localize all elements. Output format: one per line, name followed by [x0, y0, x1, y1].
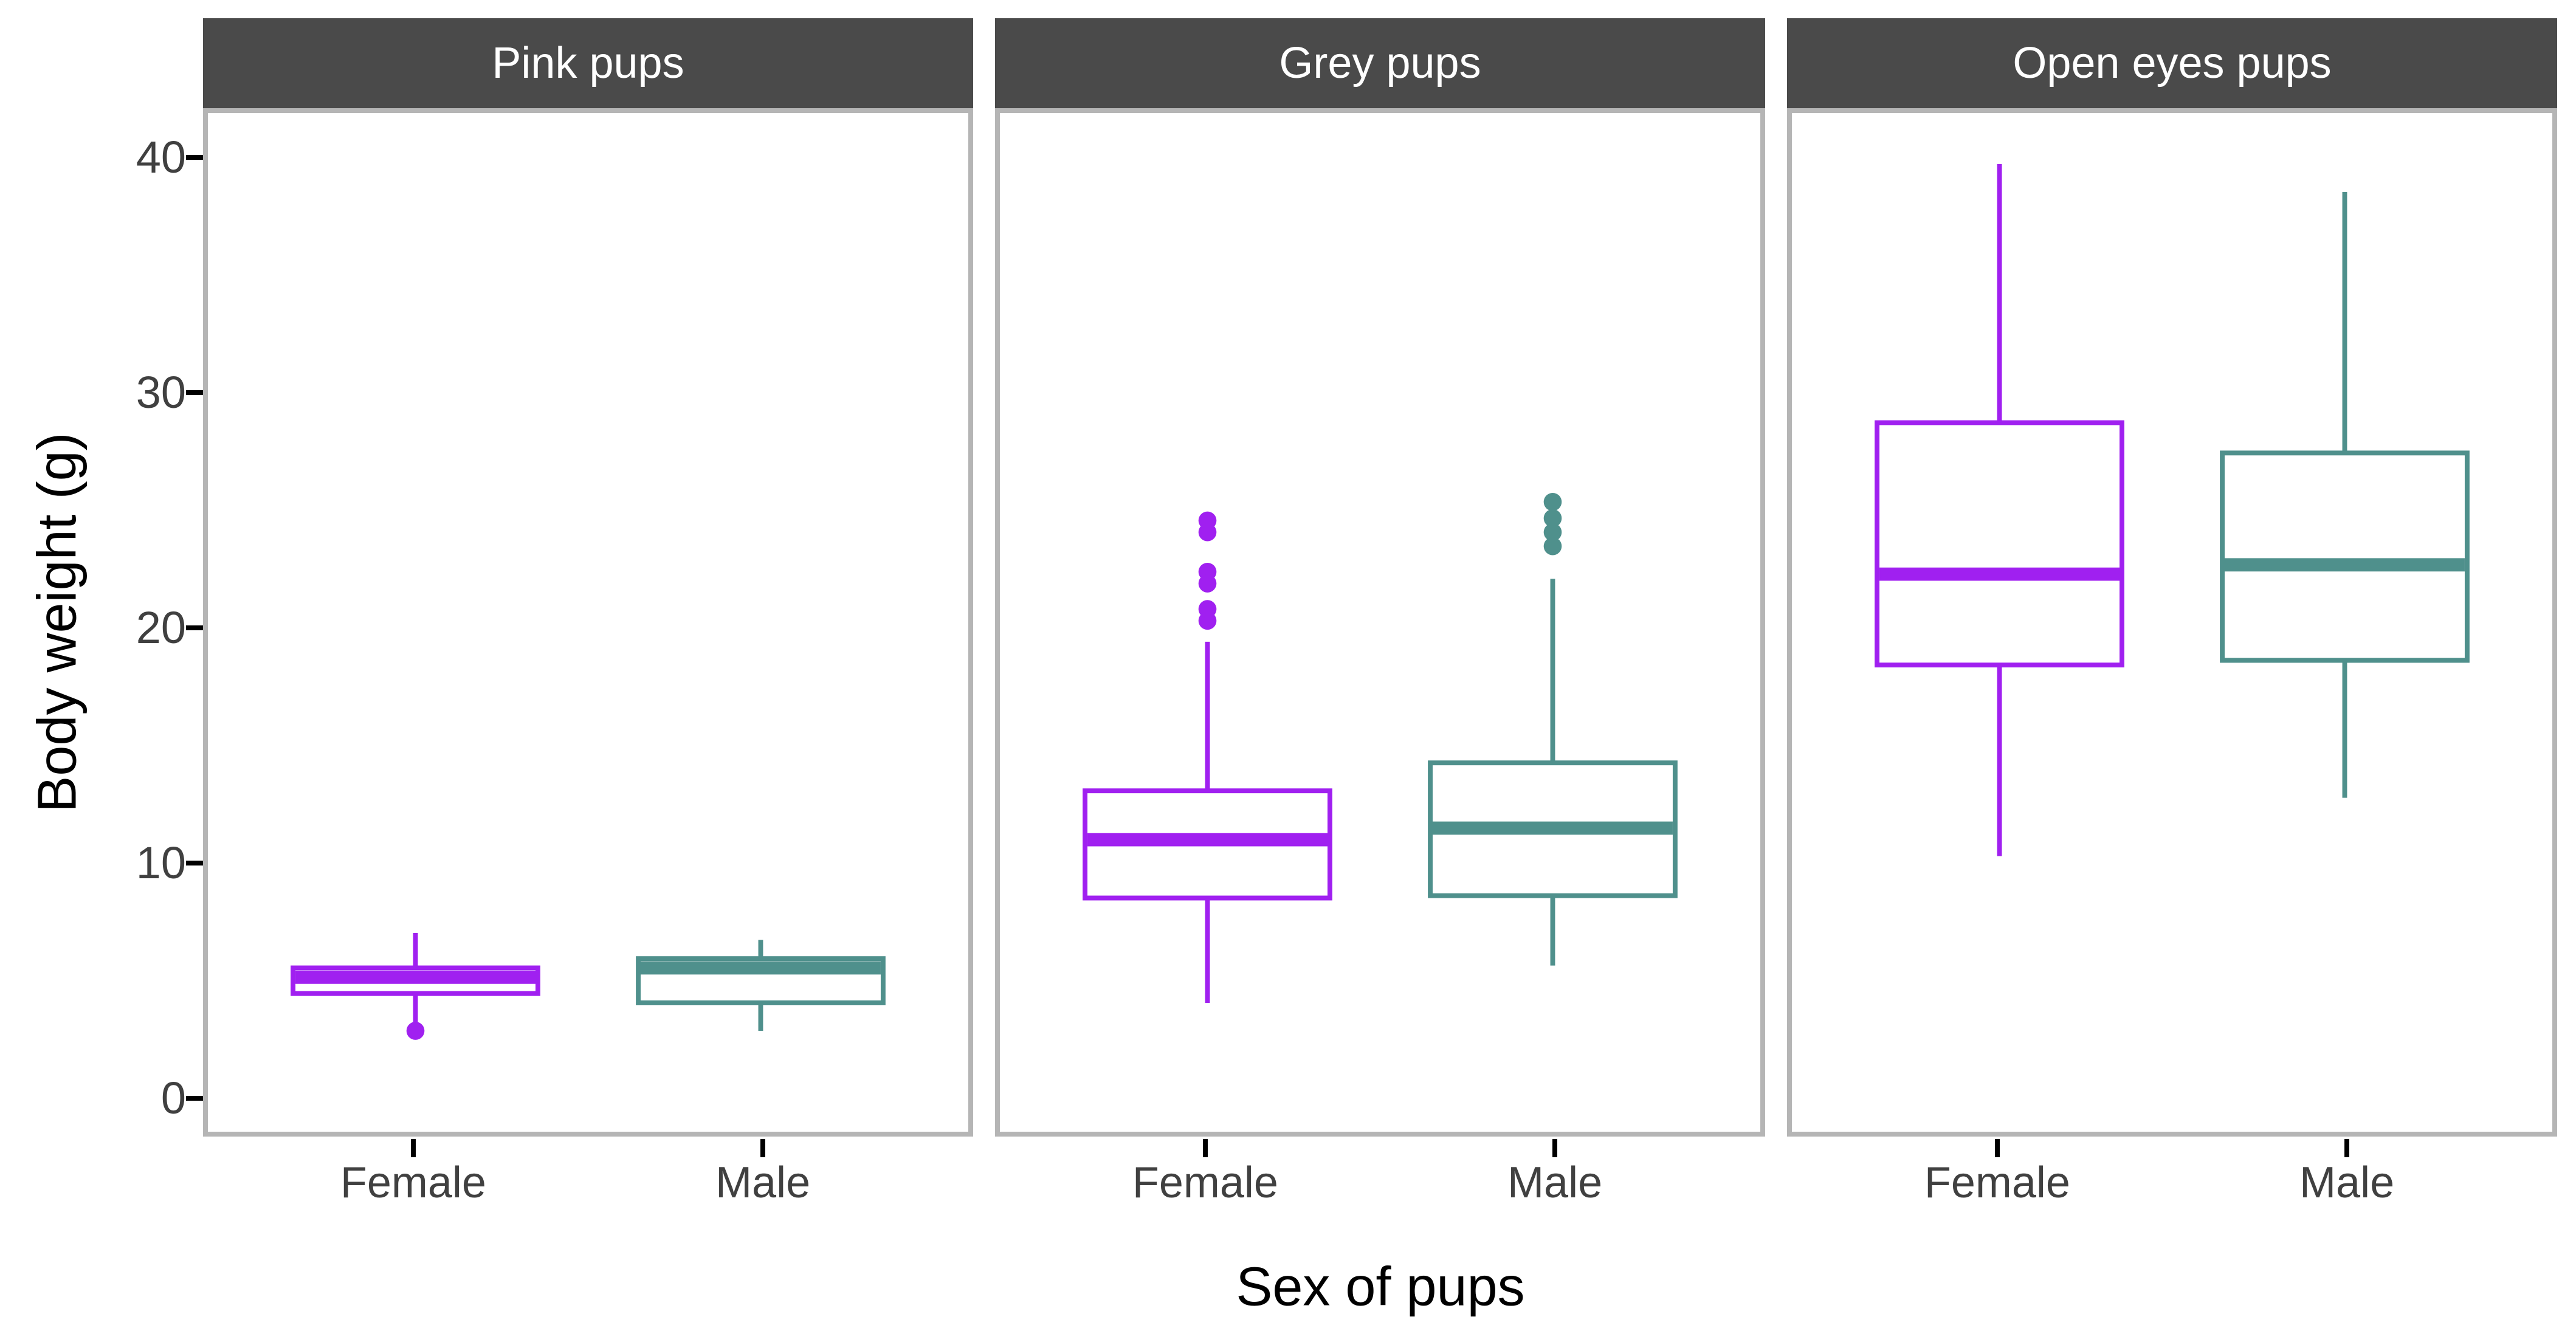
boxplot-canvas-pink-pups [291, 933, 886, 1040]
iqr-box [1875, 420, 2124, 668]
facet-panel-grey-pups: Grey pups [995, 18, 1765, 1137]
outlier-point [1198, 611, 1217, 630]
outlier-point [406, 1022, 425, 1040]
iqr-box [2220, 450, 2470, 663]
facet-strip: Pink pups [203, 18, 973, 108]
y-tick-label: 0 [160, 1072, 186, 1123]
x-tick-mark [760, 1139, 766, 1157]
y-tick-label: 10 [136, 837, 186, 888]
outlier-point [1198, 574, 1217, 593]
y-tick-mark [186, 154, 204, 160]
x-tick-mark [1994, 1139, 2000, 1157]
facet-strip: Open eyes pups [1787, 18, 2557, 108]
outlier-point [1543, 523, 1562, 542]
panel-body [995, 108, 1765, 1137]
x-category-label: Female [1924, 1158, 2070, 1207]
facet-strip-label: Open eyes pups [2013, 39, 2332, 88]
x-tick-mark [1202, 1139, 1208, 1157]
y-tick-label: 20 [136, 602, 186, 653]
x-category-label: Female [340, 1158, 486, 1207]
x-tick-mark [1552, 1139, 1558, 1157]
y-tick-mark [186, 860, 204, 865]
outlier-point [1543, 509, 1562, 528]
x-category-label: Male [715, 1158, 811, 1207]
y-tick-mark [186, 625, 204, 630]
boxplot-canvas-open-eyes-pups [1875, 163, 2470, 856]
x-category-label: Male [2299, 1158, 2395, 1207]
outlier-point [1543, 537, 1562, 556]
outlier-point [1543, 492, 1562, 511]
facet-panel-pink-pups: Pink pups [203, 18, 973, 1137]
facet-strip-label: Pink pups [492, 39, 684, 88]
x-tick-mark [410, 1139, 416, 1157]
outlier-point [1198, 523, 1217, 542]
facet-panel-open-eyes-pups: Open eyes pups [1787, 18, 2557, 1137]
x-tick-mark [2344, 1139, 2350, 1157]
x-category-label: Male [1507, 1158, 1603, 1207]
y-tick-mark [186, 390, 204, 395]
panel-body [1787, 108, 2557, 1137]
x-category-label: Female [1132, 1158, 1278, 1207]
y-tick-label: 40 [136, 131, 186, 182]
x-axis-title: Sex of pups [1236, 1256, 1525, 1318]
facet-strip: Grey pups [995, 18, 1765, 108]
y-tick-mark [186, 1095, 204, 1101]
y-tick-label: 30 [136, 366, 186, 418]
facet-strip-label: Grey pups [1279, 39, 1481, 88]
boxplot-canvas-grey-pups [1083, 492, 1678, 1003]
panel-body [203, 108, 973, 1137]
